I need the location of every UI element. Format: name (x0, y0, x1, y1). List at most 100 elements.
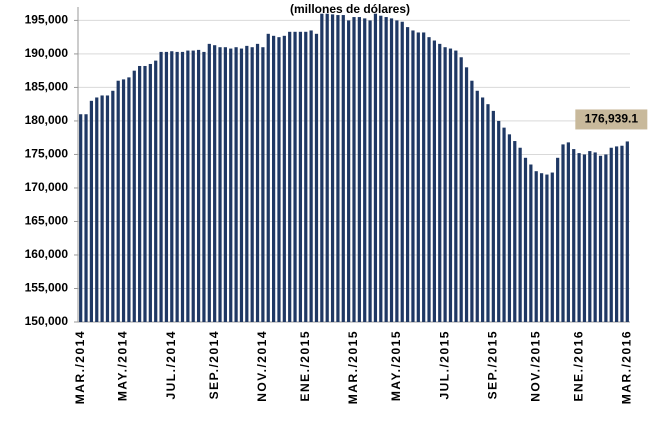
bar (79, 114, 83, 322)
bar (379, 15, 383, 322)
bar (545, 174, 549, 322)
bar (100, 95, 104, 323)
bar (293, 31, 297, 322)
x-tick-label: SEP./2015 (486, 330, 500, 399)
bar (245, 45, 249, 322)
y-tick-label: 195,000 (25, 13, 69, 27)
bar (566, 142, 570, 322)
bar (121, 79, 126, 322)
x-tick-label: MAR./2016 (619, 330, 633, 404)
bar (427, 37, 431, 322)
y-tick-label: 165,000 (25, 214, 69, 228)
bar (250, 47, 254, 322)
x-tick-label: NOV./2015 (528, 330, 542, 402)
bar (405, 27, 410, 322)
y-tick-label: 155,000 (25, 281, 69, 295)
bar (138, 65, 142, 322)
x-tick-label: MAR./2015 (346, 330, 360, 404)
y-tick-label: 150,000 (25, 314, 69, 328)
bar (614, 146, 619, 322)
bar (272, 35, 276, 322)
bar (523, 157, 528, 322)
bar (336, 15, 340, 323)
bar (422, 32, 426, 323)
bar (234, 47, 238, 322)
bar (550, 172, 554, 322)
bar (620, 145, 624, 322)
bar (218, 47, 222, 322)
bar (325, 13, 329, 323)
bar (105, 95, 110, 323)
bar (159, 51, 163, 322)
bar (518, 147, 522, 322)
bar (486, 104, 490, 323)
x-tick-label: MAY./2014 (116, 330, 130, 401)
bar (154, 60, 158, 323)
y-tick-label: 160,000 (25, 247, 69, 261)
bar (432, 40, 436, 322)
bar (395, 20, 399, 322)
bar (304, 31, 308, 322)
bar (341, 15, 345, 323)
bar (464, 67, 469, 322)
value-label-box (575, 109, 648, 130)
bar (288, 31, 292, 322)
bar (448, 48, 453, 322)
y-tick-label: 175,000 (25, 147, 69, 161)
bar (95, 97, 99, 322)
bar (411, 30, 415, 322)
bar (330, 14, 335, 322)
bar (261, 47, 265, 322)
x-tick-label: MAY./2015 (389, 330, 403, 401)
x-tick-label: NOV./2014 (255, 330, 269, 402)
y-tick-label: 185,000 (25, 80, 69, 94)
x-tick-label: SEP./2014 (207, 330, 221, 399)
bar (314, 33, 319, 323)
bar (116, 80, 120, 322)
bar (347, 20, 351, 322)
x-tick-label: JUL./2015 (437, 330, 451, 400)
bar (529, 164, 533, 322)
bar (368, 20, 372, 322)
bar (127, 77, 131, 322)
bar (491, 110, 495, 322)
bar (180, 51, 185, 322)
bar (497, 120, 501, 322)
bar (186, 50, 190, 322)
y-tick-label: 180,000 (25, 113, 69, 127)
y-tick-label: 190,000 (25, 46, 69, 60)
bar (196, 49, 201, 322)
bar (507, 134, 512, 322)
bar (582, 154, 587, 322)
bar (470, 80, 474, 322)
bar (400, 21, 404, 322)
bar (229, 48, 233, 322)
bar (143, 65, 147, 322)
bar (111, 90, 115, 322)
bar (438, 43, 442, 323)
bar (363, 18, 367, 323)
bar (352, 17, 356, 322)
value-label: 176,939.1 (585, 112, 639, 126)
bar (625, 141, 629, 322)
bar (164, 51, 169, 322)
x-tick-label: MAR./2014 (73, 330, 87, 404)
bar (223, 47, 227, 322)
bar (148, 63, 152, 323)
bar (373, 13, 378, 323)
bar (454, 50, 458, 322)
x-tick-label: ENE./2015 (298, 330, 312, 402)
bar (561, 144, 565, 322)
bar (384, 17, 388, 322)
bar (255, 43, 260, 323)
bar (539, 173, 544, 322)
bar (556, 157, 560, 322)
bar (357, 17, 361, 322)
bar (191, 50, 195, 322)
x-tick-label: ENE./2016 (571, 330, 585, 402)
chart-title: (millones de dólares) (290, 2, 410, 16)
bar (282, 35, 286, 322)
bar (277, 37, 281, 322)
bar (320, 13, 324, 323)
